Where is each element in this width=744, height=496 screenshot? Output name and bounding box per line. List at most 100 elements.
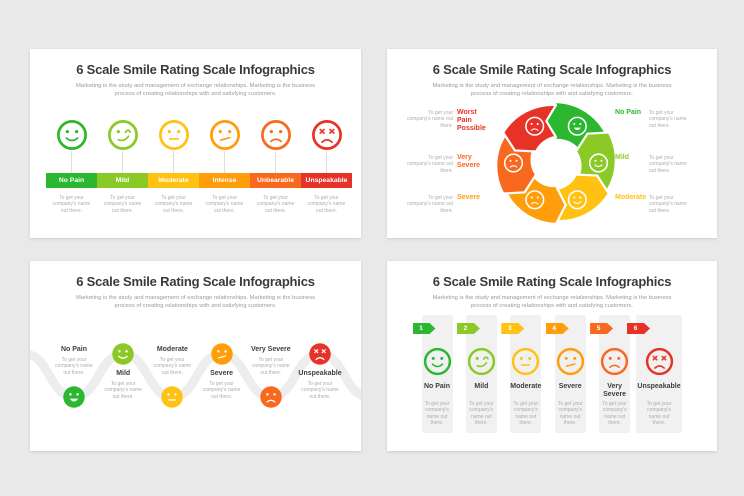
step-number-arrow: 4 [545,323,569,334]
sad-face-icon [503,153,523,173]
confused-face-icon [210,343,233,365]
company-placeholder-text: To get your company's name out there. [407,195,453,214]
step-number: 1 [419,325,423,332]
connector-line [121,151,124,173]
grin-face-icon [63,386,85,408]
rating-face [106,118,140,152]
slide-2-canvas: To get your company's name out there. Wor… [387,49,717,238]
slide-1-canvas: No Pain To get your company's name out th… [30,49,361,238]
slide-title: 6 Scale Smile Rating Scale Infographics [76,62,315,77]
slide-lollipop-scale[interactable]: 6 Scale Smile Rating Scale Infographics … [30,49,361,238]
slide-title: 6 Scale Smile Rating Scale Infographics [432,62,672,77]
cycle-label: Mild [615,154,629,161]
company-placeholder-text: To get your company's name out there. [649,195,687,214]
step-number-arrow: 6 [627,323,650,334]
card-label: Very Severe [603,383,627,398]
company-placeholder-text: To get your company's name out there. [602,401,627,427]
step-number-arrow: 5 [590,323,614,334]
step-number-arrow: 2 [456,323,480,334]
grin-face-icon [567,116,587,137]
happy-face-icon [56,120,87,150]
neutral-face-icon [512,347,540,376]
happy-face-icon [588,153,608,173]
cycle-label: Moderate [615,194,647,201]
rating-face [209,341,235,367]
company-placeholder-text: To get your company's name out there. [307,195,346,214]
connector-line [274,151,277,173]
angry-face-icon [309,343,331,365]
scale-bar-segment: Moderate [148,173,199,188]
company-placeholder-text: To get your company's name out there. [205,195,244,214]
rating-face [599,346,630,377]
slide-title: 6 Scale Smile Rating Scale Infographics [76,274,315,289]
card-label: Unspeakable [637,383,681,390]
company-placeholder-text: To get your company's name out there. [251,357,290,376]
rating-face [159,384,185,410]
cycle-arrow-segment [501,104,557,153]
sad-face-icon [525,190,545,210]
company-placeholder-text: To get your company's name out there. [55,357,93,376]
card-label: Moderate [510,383,542,390]
company-placeholder-text: To get your company's name out there. [469,401,494,427]
company-placeholder-text: To get your company's name out there. [154,195,193,214]
rating-face [55,118,89,152]
rating-face [61,384,87,410]
sad-face-icon [600,347,629,376]
company-placeholder-text: To get your company's name out there. [103,195,142,214]
company-placeholder-text: To get your company's name out there. [256,195,295,214]
slide-4-canvas: 1 No Pain To get your company's name out t… [387,261,717,451]
company-placeholder-text: To get your company's name out there. [649,155,687,174]
step-number-arrow: 3 [501,323,525,334]
confused-face-icon [209,120,240,150]
company-placeholder-text: To get your company's name out there. [153,357,192,376]
scale-bar-segment: Intense [199,173,250,188]
rating-face [110,341,136,367]
scale-bar-segment: Unspeakable [301,173,352,188]
scale-bar-segment: No Pain [46,173,97,188]
step-number: 2 [463,325,468,332]
scale-segment-label: Intense [212,177,237,184]
company-placeholder-text: To get your company's name out there. [104,381,142,400]
timeline-label: Unspeakable [298,370,342,377]
angry-face-icon [645,347,673,376]
sad-face-icon [260,386,282,408]
slide-circular-arrows[interactable]: 6 Scale Smile Rating Scale Infographics … [387,49,717,238]
scale-segment-label: Moderate [158,177,189,184]
neutral-face-icon [158,120,189,150]
connector-line [325,151,328,173]
smirk-face-icon [467,347,496,376]
cycle-diagram [494,101,618,226]
scale-segment-label: Unbearable [256,177,295,184]
connector-line [172,151,175,173]
happy-face-icon [567,190,587,210]
connector-line [223,151,226,173]
cycle-label: Worst Pain Possible [457,109,486,132]
company-placeholder-text: To get your company's name out there. [202,381,241,400]
happy-face-icon [423,347,451,376]
connector-line [70,151,73,173]
sad-face-icon [524,116,545,137]
sad-face-icon [260,120,291,150]
slide-subtitle: Marketing is the study and management of… [432,295,672,309]
step-number: 4 [552,325,556,332]
rating-face [259,118,293,152]
rating-face [208,118,242,152]
company-placeholder-text: To get your company's name out there. [557,401,583,427]
slide-numbered-cards[interactable]: 6 Scale Smile Rating Scale Infographics … [387,261,717,451]
slide-wavy-timeline[interactable]: 6 Scale Smile Rating Scale Infographics … [30,261,361,451]
step-number: 3 [507,325,512,332]
timeline-label: Moderate [156,346,188,353]
card-label: Mild [474,383,489,390]
scale-bar-segment: Mild [97,173,148,188]
slide-subtitle: Marketing is the study and management of… [432,83,672,97]
timeline-label: No Pain [60,346,88,353]
happy-face-icon [112,343,134,365]
step-number-arrow: 1 [412,323,436,334]
rating-face [510,346,541,377]
company-placeholder-text: To get your company's name out there. [407,155,453,174]
step-number: 5 [596,325,601,332]
slide-subtitle: Marketing is the study and management of… [75,295,316,309]
scale-segment-label: No Pain [58,177,85,184]
confused-face-icon [556,347,584,376]
rating-face [466,346,497,377]
